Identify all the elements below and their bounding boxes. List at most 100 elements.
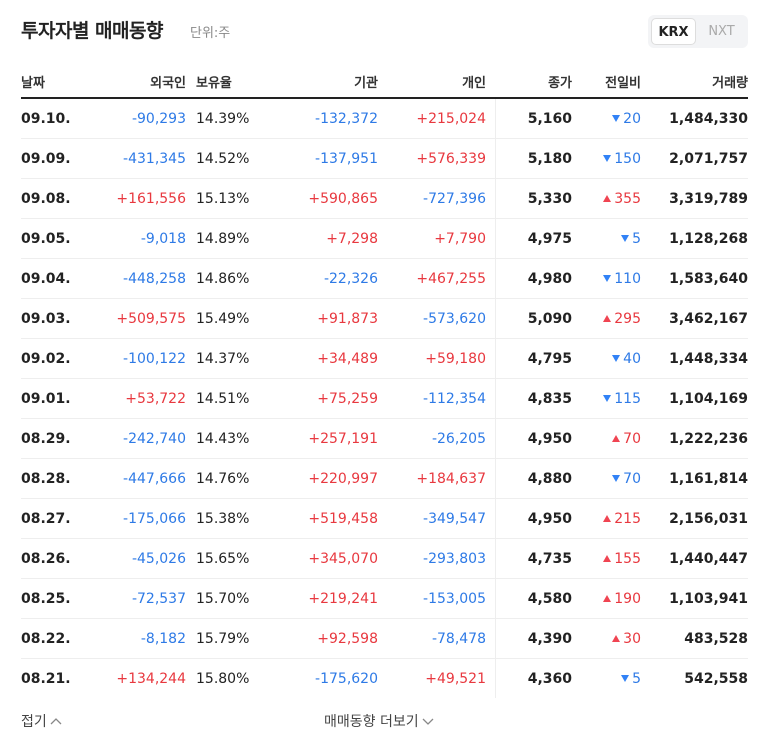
cell-close: 4,835 — [527, 391, 572, 407]
cell-change: 295 — [614, 311, 641, 327]
cell-close: 4,390 — [527, 631, 572, 647]
up-arrow — [603, 555, 612, 562]
cell-change: 190 — [614, 591, 641, 607]
cell-ratio: 15.65% — [196, 551, 250, 567]
cell-change: 70 — [623, 471, 641, 487]
cell-close: 4,975 — [527, 231, 572, 247]
down-arrow — [621, 675, 630, 682]
column-header: 기관 — [354, 76, 378, 91]
cell-close: 4,360 — [527, 671, 572, 687]
chevron-down — [422, 718, 434, 725]
row-divider — [21, 418, 748, 419]
cell-volume: 1,104,169 — [669, 391, 748, 407]
cell-date: 09.01. — [21, 391, 71, 407]
cell-ratio: 14.76% — [196, 471, 250, 487]
title: 투자자별 매매동향 — [21, 20, 163, 42]
cell-change: 155 — [614, 551, 641, 567]
cell-change: 215 — [614, 511, 641, 527]
cell-institution: +220,997 — [308, 471, 378, 487]
cell-foreign: -90,293 — [131, 111, 186, 127]
up-arrow — [603, 195, 612, 202]
cell-close: 4,880 — [527, 471, 572, 487]
row-divider — [21, 218, 748, 219]
cell-volume: 2,156,031 — [669, 511, 748, 527]
down-arrow — [612, 115, 621, 122]
header-rule — [21, 97, 748, 99]
cell-change: 150 — [614, 151, 641, 167]
tab-nxt[interactable]: NXT — [708, 24, 735, 39]
cell-individual: -349,547 — [423, 511, 486, 527]
cell-institution: -175,620 — [315, 671, 378, 687]
cell-date: 09.03. — [21, 311, 71, 327]
down-arrow — [612, 475, 621, 482]
cell-individual: -293,803 — [423, 551, 486, 567]
cell-ratio: 14.89% — [196, 231, 250, 247]
row-divider — [21, 138, 748, 139]
unit: 단위:주 — [190, 26, 231, 41]
cell-foreign: -242,740 — [123, 431, 186, 447]
cell-volume: 1,440,447 — [669, 551, 748, 567]
cell-close: 4,735 — [527, 551, 572, 567]
down-arrow — [603, 275, 612, 282]
row-divider — [21, 178, 748, 179]
cell-close: 4,950 — [527, 511, 572, 527]
cell-date: 08.27. — [21, 511, 71, 527]
cell-date: 08.28. — [21, 471, 71, 487]
market-tabs: KRX NXT — [648, 15, 748, 48]
cell-ratio: 14.52% — [196, 151, 250, 167]
cell-close: 4,950 — [527, 431, 572, 447]
cell-foreign: -448,258 — [123, 271, 186, 287]
chevron-up — [50, 718, 62, 725]
cell-institution: +257,191 — [308, 431, 378, 447]
down-arrow — [603, 155, 612, 162]
cell-institution: +345,070 — [308, 551, 378, 567]
cell-foreign: -431,345 — [123, 151, 186, 167]
cell-change: 20 — [623, 111, 641, 127]
cell-date: 08.21. — [21, 671, 71, 687]
cell-institution: -22,326 — [323, 271, 378, 287]
tab-krx[interactable]: KRX — [651, 18, 696, 45]
row-divider — [21, 578, 748, 579]
cell-ratio: 15.80% — [196, 671, 250, 687]
cell-individual: -78,478 — [431, 631, 486, 647]
cell-volume: 2,071,757 — [669, 151, 748, 167]
cell-institution: +92,598 — [317, 631, 378, 647]
cell-institution: +219,241 — [308, 591, 378, 607]
cell-date: 09.09. — [21, 151, 71, 167]
cell-volume: 3,319,789 — [669, 191, 748, 207]
cell-individual: +215,024 — [416, 111, 486, 127]
cell-ratio: 14.39% — [196, 111, 250, 127]
column-header: 개인 — [462, 76, 486, 91]
cell-individual: -26,205 — [431, 431, 486, 447]
down-arrow — [612, 355, 621, 362]
column-header: 전일비 — [605, 76, 641, 91]
cell-individual: +576,339 — [416, 151, 486, 167]
up-arrow — [603, 595, 612, 602]
cell-individual: +184,637 — [416, 471, 486, 487]
column-divider — [495, 99, 496, 698]
cell-close: 5,330 — [527, 191, 572, 207]
cell-ratio: 14.86% — [196, 271, 250, 287]
row-divider — [21, 658, 748, 659]
row-divider — [21, 538, 748, 539]
column-header: 거래량 — [712, 76, 748, 91]
cell-individual: -727,396 — [423, 191, 486, 207]
cell-change: 110 — [614, 271, 641, 287]
cell-institution: +34,489 — [317, 351, 378, 367]
more[interactable]: 매매동향 더보기 — [324, 711, 434, 731]
cell-ratio: 15.70% — [196, 591, 250, 607]
cell-foreign: -8,182 — [140, 631, 186, 647]
cell-foreign: +161,556 — [116, 191, 186, 207]
row-divider — [21, 298, 748, 299]
cell-volume: 1,128,268 — [669, 231, 748, 247]
column-header: 날짜 — [21, 76, 45, 91]
row-divider — [21, 338, 748, 339]
up-arrow — [612, 635, 621, 642]
collapse[interactable]: 접기 — [21, 711, 62, 731]
cell-change: 115 — [614, 391, 641, 407]
cell-individual: -112,354 — [423, 391, 486, 407]
column-header: 종가 — [548, 76, 572, 91]
down-arrow — [621, 235, 630, 242]
cell-ratio: 15.38% — [196, 511, 250, 527]
